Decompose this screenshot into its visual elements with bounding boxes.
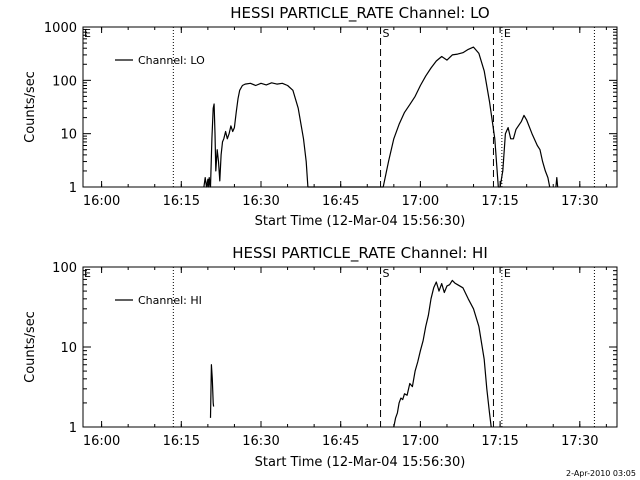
event-marker-label: S — [383, 267, 390, 280]
y-axis-label: Counts/sec — [23, 311, 38, 383]
plot-frame — [82, 26, 618, 188]
legend-label: Channel: HI — [138, 294, 202, 307]
x-tick-label: 16:30 — [242, 434, 279, 449]
x-tick-label: 17:15 — [481, 194, 518, 209]
chart-title: HESSI PARTICLE_RATE Channel: LO — [230, 4, 489, 23]
legend-label: Channel: LO — [138, 54, 205, 67]
corner-marker-label: E — [84, 267, 91, 280]
series-line — [209, 364, 215, 418]
x-tick-label: 17:15 — [481, 434, 518, 449]
event-marker-label: E — [504, 267, 511, 280]
event-marker-label: E — [504, 27, 511, 40]
x-tick-label: 17:00 — [402, 194, 439, 209]
y-axis-label: Counts/sec — [23, 71, 38, 143]
x-tick-label: 16:00 — [83, 194, 120, 209]
x-tick-label: 16:45 — [322, 434, 359, 449]
x-tick-label: 17:30 — [561, 194, 598, 209]
x-tick-label: 16:30 — [242, 194, 279, 209]
x-axis-label: Start Time (12-Mar-04 15:56:30) — [255, 214, 466, 229]
series-line — [555, 177, 559, 188]
y-tick-label: 100 — [52, 261, 77, 276]
event-marker-label: S — [383, 27, 390, 40]
print-timestamp: 2-Apr-2010 03:05 — [566, 469, 636, 478]
hi-channel-panel: HESSI PARTICLE_RATE Channel: HI 16:00 16:1… — [23, 244, 618, 470]
x-tick-label: 17:00 — [402, 434, 439, 449]
x-tick-label: 16:45 — [322, 194, 359, 209]
x-tick-label: 16:00 — [83, 434, 120, 449]
x-tick-label: 16:15 — [163, 434, 200, 449]
plot-frame — [82, 266, 618, 428]
x-axis-label: Start Time (12-Mar-04 15:56:30) — [255, 455, 466, 470]
lo-channel-panel: HESSI PARTICLE_RATE Channel: LO 16:00 16:1… — [23, 4, 618, 229]
x-tick-label: 16:15 — [163, 194, 200, 209]
y-tick-label: 1 — [69, 421, 77, 436]
x-tick-label: 17:30 — [561, 434, 598, 449]
corner-marker-label: E — [84, 27, 91, 40]
y-tick-label: 100 — [52, 74, 77, 89]
y-tick-label: 1000 — [44, 21, 77, 36]
chart-title: HESSI PARTICLE_RATE Channel: HI — [232, 244, 488, 263]
series-line — [203, 46, 551, 188]
y-tick-label: 10 — [60, 128, 77, 143]
y-tick-label: 10 — [60, 341, 77, 356]
series-line — [393, 279, 492, 428]
y-tick-label: 1 — [69, 181, 77, 196]
